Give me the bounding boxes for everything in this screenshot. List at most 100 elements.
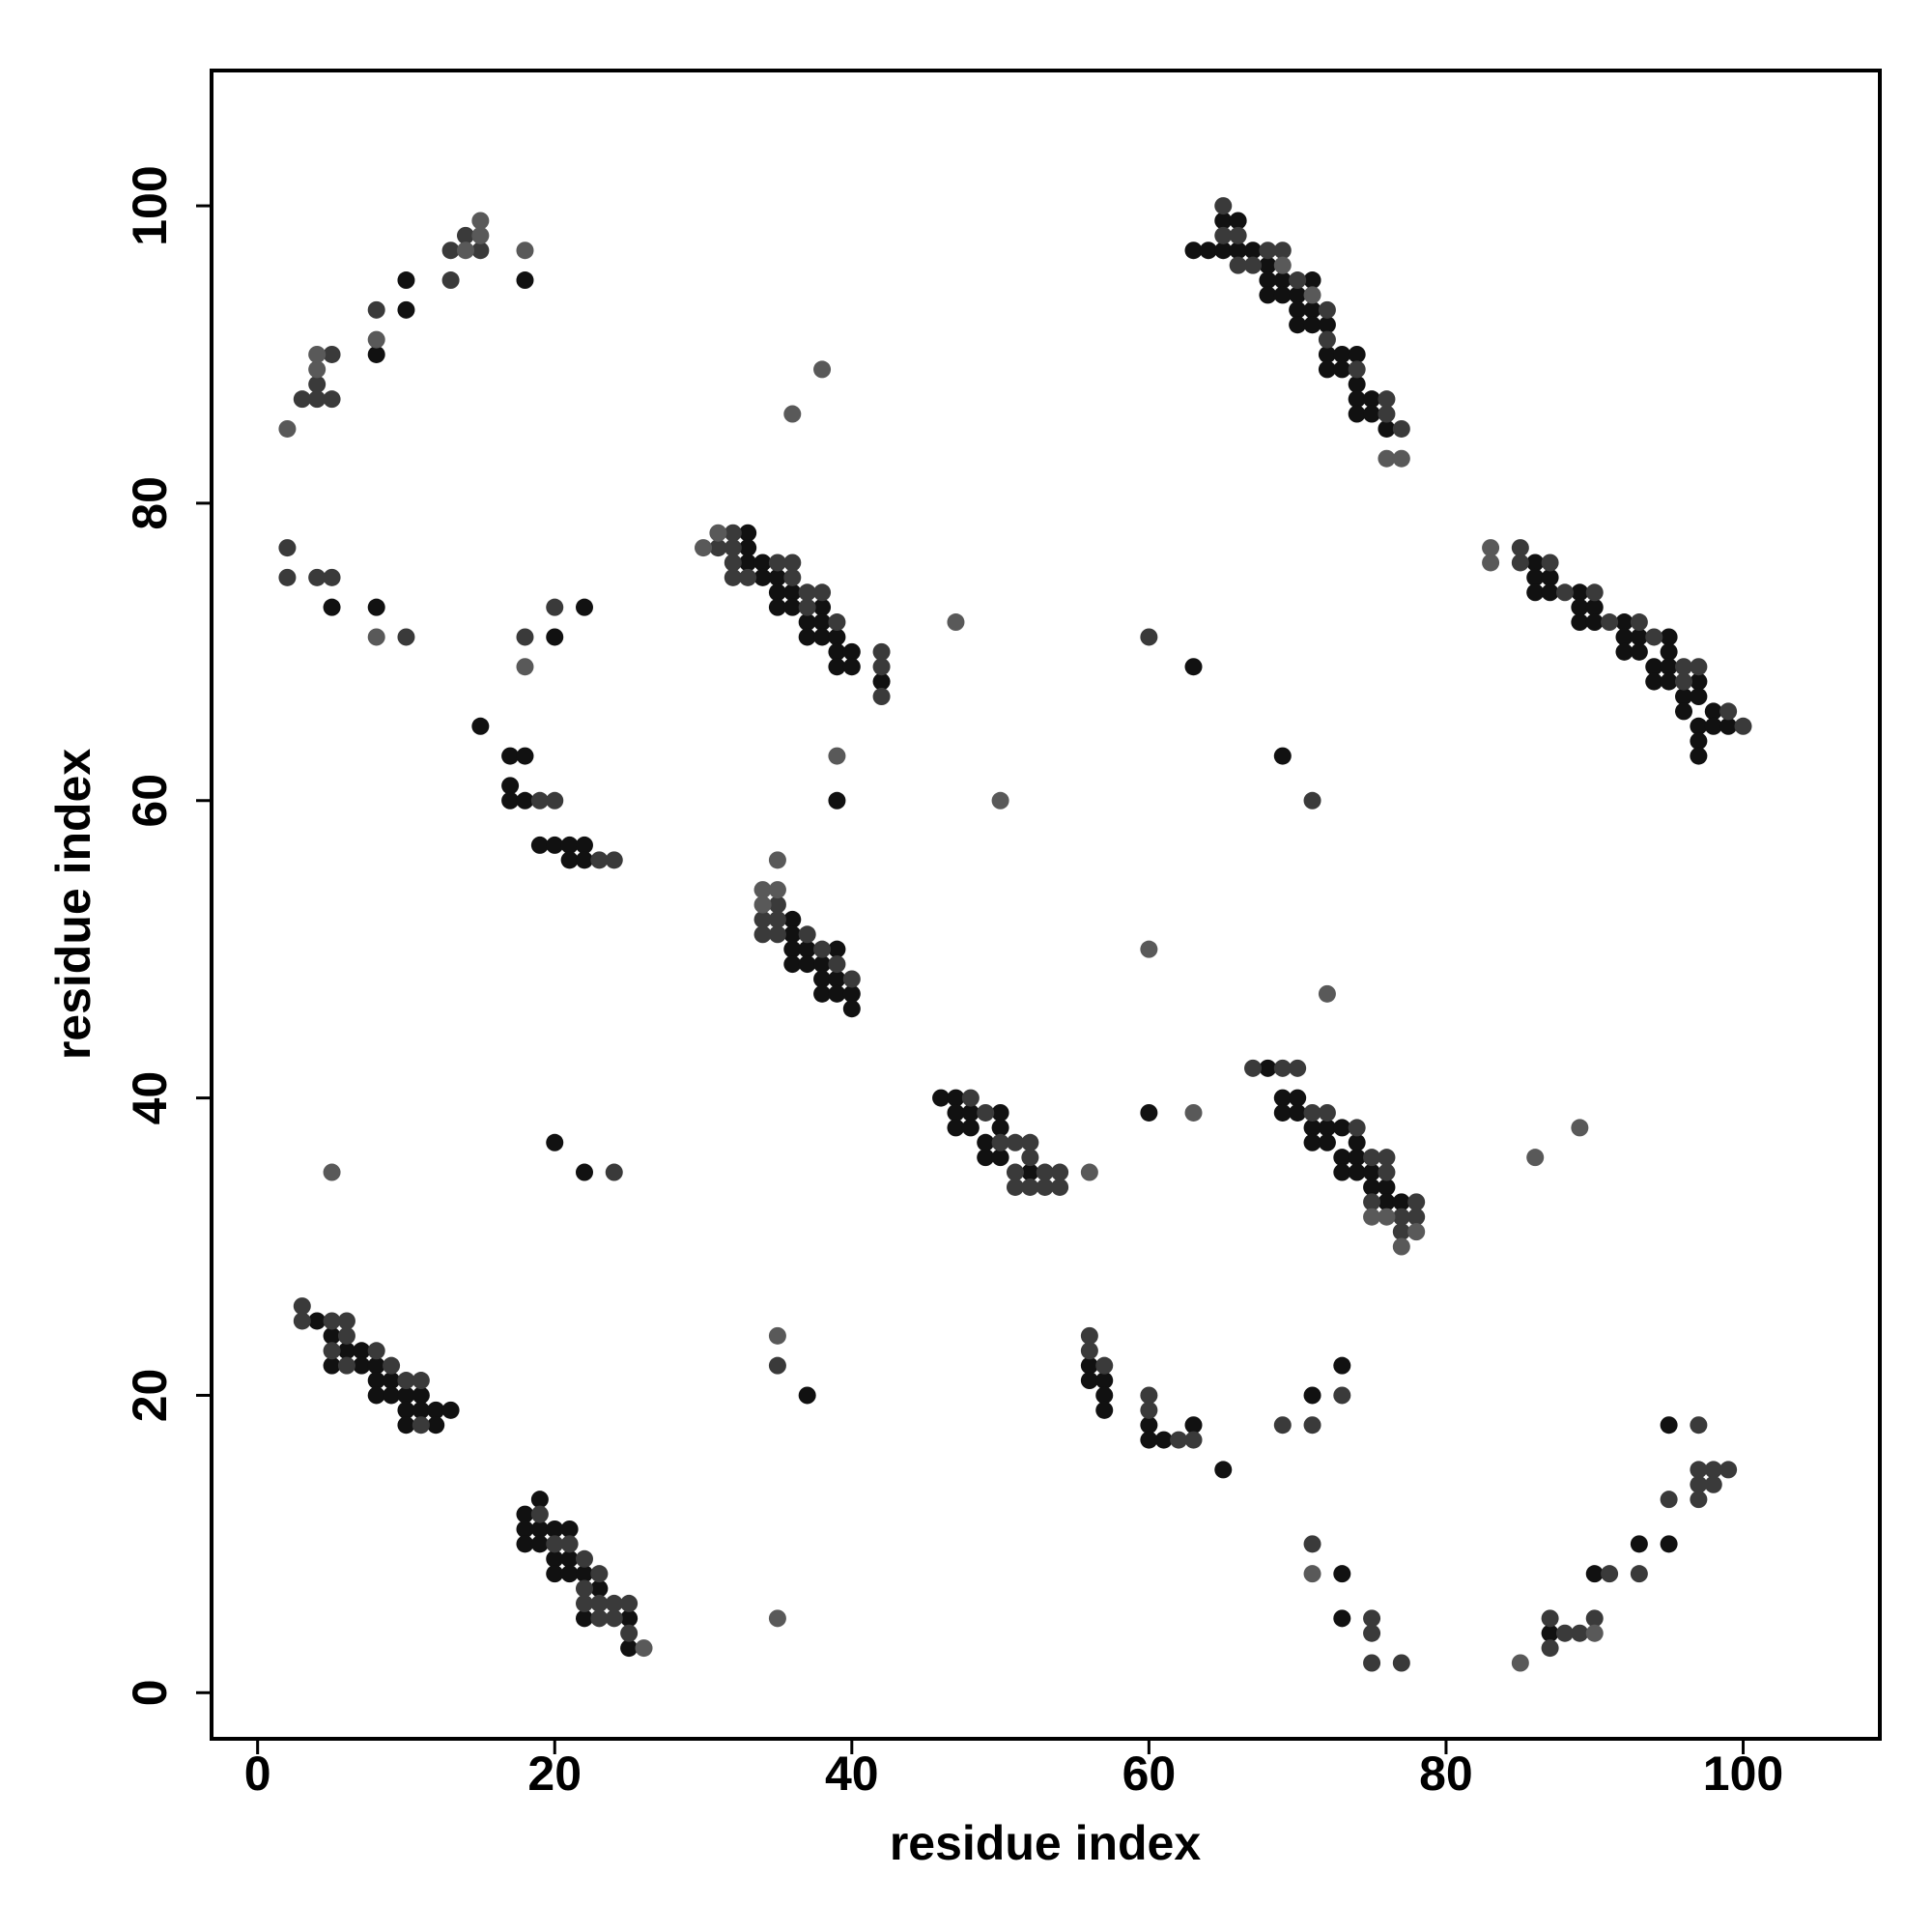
scatter-point — [1585, 1624, 1604, 1642]
scatter-point — [1303, 791, 1321, 810]
scatter-point — [872, 688, 891, 706]
scatter-point — [1734, 717, 1752, 735]
scatter-point — [1541, 583, 1559, 602]
scatter-point — [1095, 1386, 1114, 1405]
scatter-point — [516, 242, 534, 260]
scatter-point — [798, 1386, 816, 1405]
scatter-point — [1363, 405, 1381, 423]
scatter-point — [1363, 1163, 1381, 1181]
scatter-point — [1348, 345, 1366, 363]
scatter-point — [1333, 360, 1351, 379]
scatter-point — [1645, 628, 1663, 646]
scatter-point — [530, 1505, 549, 1523]
scatter-point — [323, 568, 341, 586]
scatter-point — [842, 970, 861, 988]
scatter-point — [828, 613, 846, 632]
scatter-point — [813, 955, 832, 974]
scatter-point — [605, 851, 623, 869]
scatter-point — [590, 1609, 609, 1628]
scatter-point — [1229, 256, 1247, 274]
scatter-point — [1378, 1163, 1396, 1181]
scatter-point — [1378, 449, 1396, 468]
scatter-point — [1585, 583, 1604, 602]
scatter-point — [1690, 658, 1708, 676]
scatter-point — [1541, 1624, 1559, 1642]
scatter-point — [605, 1163, 623, 1181]
scatter-point — [1184, 1103, 1203, 1122]
scatter-point — [337, 1356, 355, 1375]
scatter-point — [1289, 1089, 1307, 1107]
scatter-point — [1259, 1059, 1277, 1077]
scatter-point — [560, 836, 579, 854]
scatter-point — [1675, 688, 1693, 706]
scatter-point — [471, 212, 490, 230]
y-tick-label: 40 — [123, 1071, 177, 1125]
scatter-point — [605, 1609, 623, 1628]
scatter-point — [456, 242, 474, 260]
scatter-point — [1511, 554, 1529, 572]
scatter-point — [1289, 1059, 1307, 1077]
scatter-point — [1630, 1535, 1648, 1553]
scatter-point — [1036, 1163, 1054, 1181]
scatter-point — [783, 405, 802, 423]
scatter-point — [828, 940, 846, 958]
scatter-point — [427, 1401, 445, 1419]
scatter-point — [1303, 1133, 1321, 1151]
scatter-point — [872, 672, 891, 691]
scatter-point — [1363, 390, 1381, 409]
scatter-point — [471, 717, 490, 735]
scatter-point — [1378, 419, 1396, 438]
scatter-point — [1526, 583, 1545, 602]
scatter-point — [813, 583, 832, 602]
scatter-point — [1214, 242, 1233, 260]
scatter-point — [1333, 345, 1351, 363]
scatter-point — [768, 1609, 786, 1628]
scatter-point — [1244, 256, 1263, 274]
scatter-point — [1333, 1386, 1351, 1405]
scatter-point — [1333, 1119, 1351, 1137]
scatter-point — [1571, 598, 1589, 616]
scatter-point — [1660, 672, 1678, 691]
scatter-point — [575, 1594, 593, 1612]
scatter-point — [1526, 554, 1545, 572]
scatter-point — [1392, 419, 1410, 438]
scatter-point — [1080, 1356, 1098, 1375]
scatter-point — [620, 1639, 639, 1658]
y-axis-label: residue index — [46, 749, 100, 1061]
scatter-point — [383, 1386, 401, 1405]
scatter-point — [1378, 1193, 1396, 1211]
scatter-point — [724, 568, 742, 586]
scatter-point — [1407, 1193, 1426, 1211]
scatter-point — [397, 1416, 415, 1435]
scatter-point — [383, 1356, 401, 1375]
scatter-point — [709, 539, 727, 557]
scatter-point — [1690, 1491, 1708, 1509]
scatter-point — [1348, 1149, 1366, 1167]
scatter-point — [1140, 628, 1158, 646]
scatter-point — [1259, 256, 1277, 274]
scatter-point — [323, 1356, 341, 1375]
scatter-point — [1348, 405, 1366, 423]
scatter-point — [337, 1312, 355, 1330]
scatter-point — [783, 955, 802, 974]
scatter-point — [546, 1133, 564, 1151]
scatter-point — [427, 1416, 445, 1435]
scatter-point — [1719, 702, 1738, 721]
scatter-point — [367, 1372, 385, 1390]
scatter-point — [1615, 613, 1634, 632]
scatter-point — [1630, 642, 1648, 661]
scatter-point — [1348, 360, 1366, 379]
scatter-point — [397, 1401, 415, 1419]
scatter-point — [516, 1535, 534, 1553]
scatter-point — [1690, 1416, 1708, 1435]
x-tick-label: 20 — [527, 1747, 582, 1801]
scatter-point — [813, 613, 832, 632]
scatter-point — [1080, 1342, 1098, 1360]
scatter-point — [753, 881, 772, 899]
scatter-point — [575, 1609, 593, 1628]
scatter-point — [590, 1579, 609, 1598]
scatter-point — [798, 628, 816, 646]
scatter-point — [1571, 1624, 1589, 1642]
scatter-point — [575, 836, 593, 854]
